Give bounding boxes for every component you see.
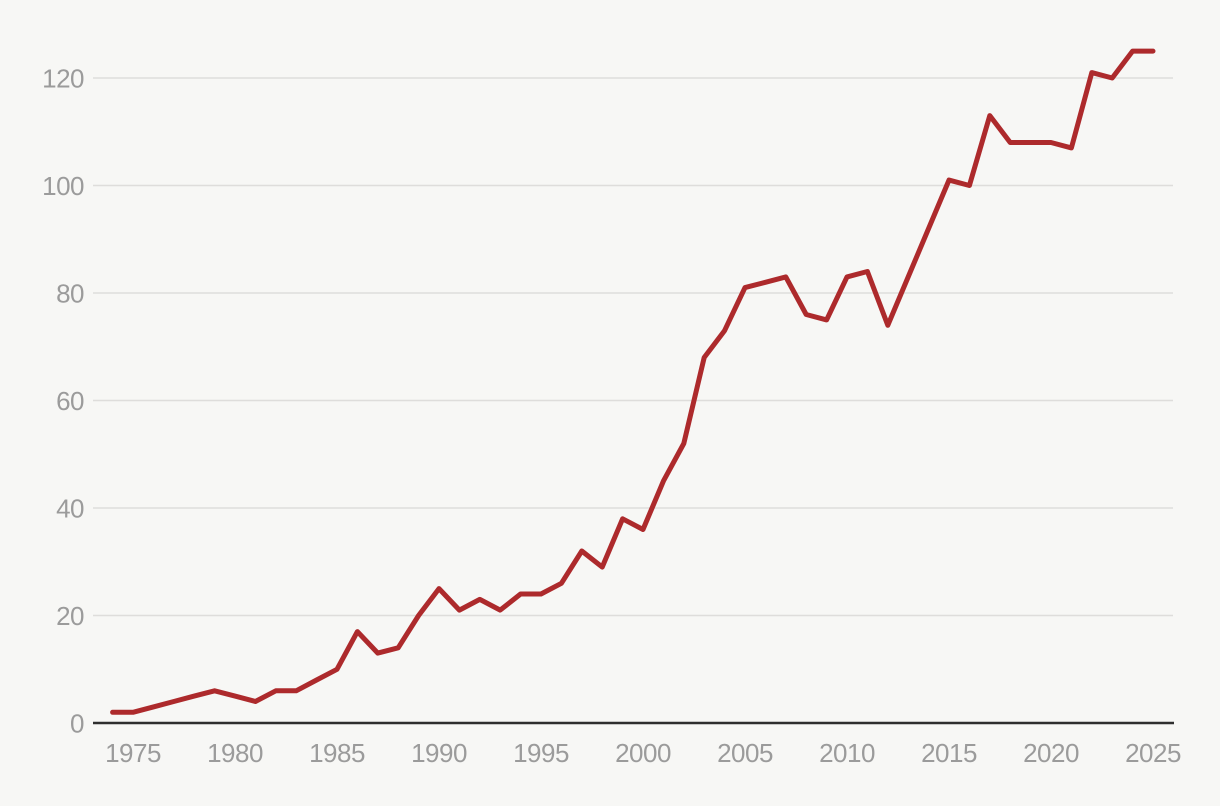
x-tick-label: 2025	[1125, 738, 1181, 768]
y-tick-label: 120	[42, 63, 84, 93]
y-tick-label: 0	[70, 708, 84, 738]
x-tick-label: 1980	[207, 738, 263, 768]
y-tick-label: 80	[56, 278, 84, 308]
x-tick-label: 2010	[819, 738, 875, 768]
y-tick-label: 20	[56, 601, 84, 631]
data-line-series	[110, 48, 1156, 715]
x-tick-label: 2000	[615, 738, 671, 768]
y-tick-label: 100	[42, 171, 84, 201]
x-tick-label: 2020	[1023, 738, 1079, 768]
x-tick-label: 1975	[105, 738, 161, 768]
x-tick-label: 2015	[921, 738, 977, 768]
x-tick-label: 1995	[513, 738, 569, 768]
x-tick-label: 1985	[309, 738, 365, 768]
x-tick-label: 2005	[717, 738, 773, 768]
x-tick-label: 1990	[411, 738, 467, 768]
y-tick-label: 60	[56, 386, 84, 416]
gridlines-layer	[93, 77, 1173, 617]
series-layer	[110, 48, 1156, 715]
y-tick-label: 40	[56, 493, 84, 523]
axis-labels-layer: 0 20 40 60 80 100 120 1975 1980 1985 1990 1995 2000 2…	[42, 63, 1181, 768]
